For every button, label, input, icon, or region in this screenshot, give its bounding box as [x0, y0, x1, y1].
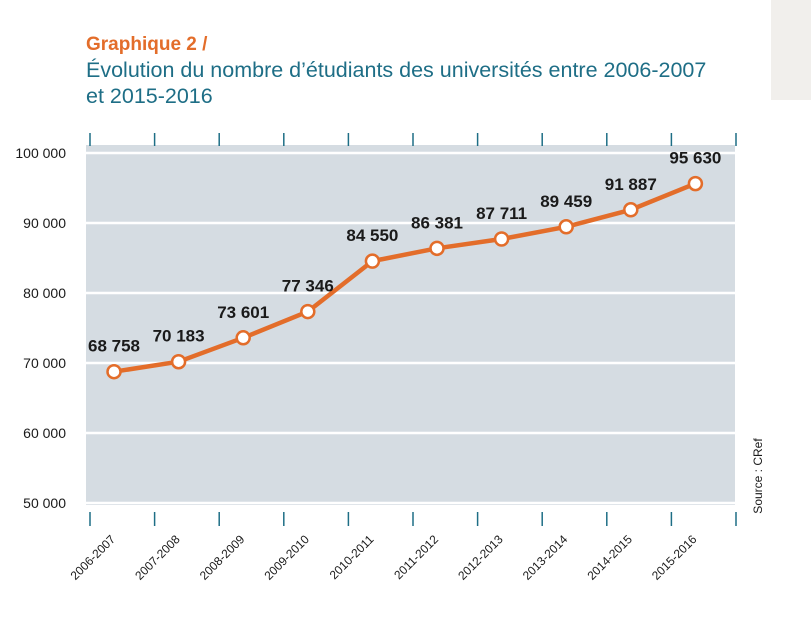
data-label: 84 550 [346, 226, 398, 245]
data-point [235, 330, 251, 346]
y-axis-labels: 50 000 60 000 70 000 80 000 90 000 100 000 [15, 145, 66, 511]
data-point [558, 219, 574, 235]
data-points [106, 175, 704, 380]
x-tick-label: 2006-2007 [68, 532, 119, 583]
data-label: 87 711 [476, 204, 527, 223]
corner-decoration [771, 0, 811, 100]
data-point [300, 303, 316, 320]
data-label: 68 758 [88, 337, 140, 356]
data-label: 95 630 [669, 149, 721, 168]
plot-background [86, 145, 735, 505]
data-label: 77 346 [282, 277, 334, 296]
x-tick-label: 2009-2010 [261, 532, 312, 583]
x-tick-label: 2011-2012 [391, 532, 441, 582]
data-point [493, 231, 510, 247]
y-tick-label: 50 000 [23, 495, 66, 511]
y-tick-label: 100 000 [15, 145, 66, 161]
data-label: 91 887 [605, 175, 657, 194]
data-labels: 68 758 70 183 73 601 77 346 84 550 86 381 87 7… [88, 149, 721, 356]
y-tick-label: 60 000 [23, 425, 66, 441]
y-tick-label: 80 000 [23, 285, 66, 301]
x-tick-label: 2012-2013 [455, 532, 506, 583]
data-label: 73 601 [217, 303, 269, 322]
data-label: 89 459 [540, 192, 592, 211]
data-point [170, 353, 187, 370]
data-point [364, 253, 381, 269]
x-tick-label: 2008-2009 [197, 532, 248, 583]
x-tick-label: 2015-2016 [649, 532, 700, 583]
x-tick-label: 2013-2014 [520, 532, 571, 583]
x-tick-label: 2007-2008 [132, 532, 183, 583]
x-tick-label: 2014-2015 [584, 532, 635, 583]
data-label: 86 381 [411, 213, 463, 232]
data-point [623, 202, 639, 218]
y-tick-label: 90 000 [23, 215, 66, 231]
x-tick-label: 2010-2011 [327, 532, 377, 582]
data-point [687, 175, 704, 192]
data-label: 70 183 [153, 327, 205, 346]
chart-header: Graphique 2 / Évolution du nombre d’étud… [86, 33, 726, 109]
data-point [106, 363, 122, 380]
source-note: Source : CRef [751, 438, 765, 514]
chart-label: Graphique 2 / [86, 34, 208, 55]
y-tick-label: 70 000 [23, 355, 66, 371]
series-line [113, 181, 697, 374]
grid-lines [86, 151, 735, 505]
data-point [429, 240, 445, 257]
chart-title: Évolution du nombre d’étudiants des univ… [86, 58, 707, 108]
